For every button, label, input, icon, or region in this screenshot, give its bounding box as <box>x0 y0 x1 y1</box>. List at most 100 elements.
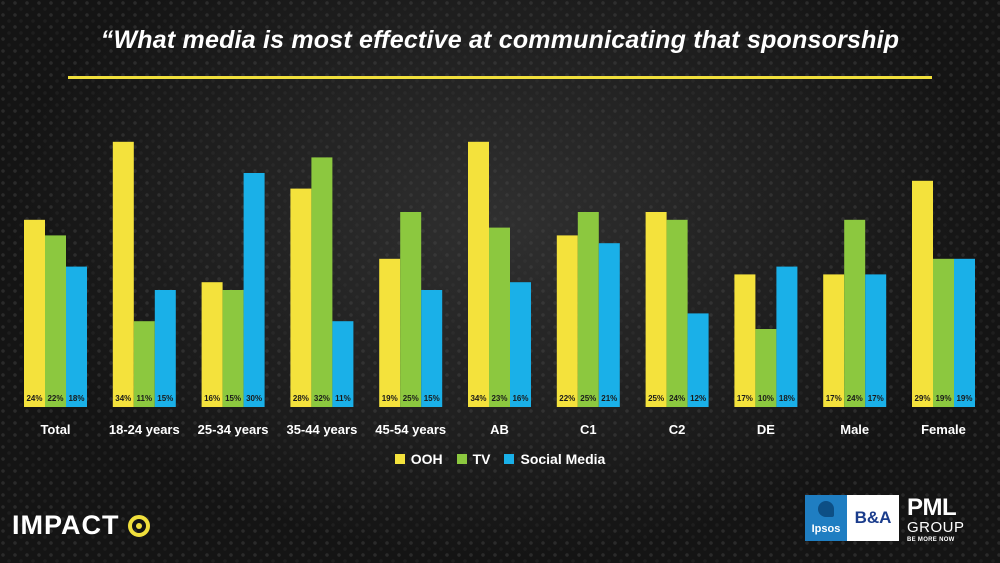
bar-social-media-c2 <box>687 313 709 407</box>
ba-logo: B&A <box>847 495 899 541</box>
data-label-tv-male: 24% <box>847 394 863 403</box>
data-label-ooh-male: 17% <box>826 394 842 403</box>
data-label-tv-c1: 25% <box>580 394 596 403</box>
data-label-social-media-female: 19% <box>956 394 972 403</box>
bar-social-media-ab <box>510 282 531 407</box>
bar-tv-35-44-years <box>311 157 333 407</box>
bar-social-media-female <box>954 258 975 407</box>
data-label-tv-c2: 24% <box>669 394 685 403</box>
data-label-ooh-35-44-years: 28% <box>293 394 309 403</box>
legend-swatch-tv <box>456 454 467 464</box>
data-label-tv-18-24-years: 11% <box>137 394 153 403</box>
category-label-total: Total <box>40 422 70 437</box>
bar-social-media-male <box>865 274 887 407</box>
data-label-ooh-45-54-years: 19% <box>382 394 398 403</box>
ipsos-ba-logo: Ipsos B&A <box>805 495 899 541</box>
legend-label-social-media: Social Media <box>520 451 606 467</box>
data-label-social-media-de: 18% <box>779 394 795 403</box>
category-label-c1: C1 <box>580 422 597 437</box>
data-label-tv-25-34-years: 15% <box>225 394 241 403</box>
bar-tv-18-24-years <box>133 321 155 407</box>
category-label-ab: AB <box>490 422 509 437</box>
title-underline <box>68 76 932 79</box>
chart-legend: OOH TV Social Media <box>0 451 1000 467</box>
impact-target-icon <box>127 514 150 537</box>
data-label-tv-45-54-years: 25% <box>403 394 419 403</box>
partner-logos: Ipsos B&A PML GROUP BE MORE NOW <box>805 495 965 543</box>
bar-ooh-35-44-years <box>290 188 312 407</box>
data-label-tv-total: 22% <box>47 394 63 403</box>
legend-item-tv: TV <box>456 451 491 467</box>
bar-social-media-25-34-years <box>243 173 265 407</box>
bar-ooh-18-24-years <box>112 141 134 408</box>
data-label-social-media-c2: 12% <box>690 394 706 403</box>
chart-title: “What media is most effective at communi… <box>100 26 900 54</box>
bar-tv-45-54-years <box>400 212 422 407</box>
bar-social-media-35-44-years <box>332 321 354 407</box>
legend-item-social-media: Social Media <box>504 451 605 467</box>
data-label-ooh-18-24-years: 34% <box>115 394 131 403</box>
bar-ooh-male <box>823 274 845 407</box>
data-label-ooh-25-34-years: 16% <box>204 394 220 403</box>
legend-item-ooh: OOH <box>394 451 443 467</box>
bar-ooh-de <box>734 274 756 407</box>
data-label-social-media-45-54-years: 15% <box>424 394 440 403</box>
data-label-ooh-ab: 34% <box>470 394 486 403</box>
data-label-social-media-c1: 21% <box>601 394 617 403</box>
data-label-tv-de: 10% <box>758 394 774 403</box>
data-label-social-media-total: 18% <box>68 394 84 403</box>
data-label-tv-ab: 23% <box>491 394 507 403</box>
category-label-35-44-years: 35-44 years <box>286 422 357 437</box>
bar-ooh-45-54-years <box>379 258 401 407</box>
category-label-c2: C2 <box>669 422 686 437</box>
impact-wordmark: IMPACT <box>12 510 120 540</box>
bar-social-media-total <box>66 266 87 407</box>
bar-social-media-c1 <box>598 243 620 407</box>
category-label-de: DE <box>757 422 775 437</box>
data-label-social-media-ab: 16% <box>512 394 528 403</box>
pml-group-wordmark: GROUP <box>907 519 965 536</box>
bar-tv-female <box>933 258 954 407</box>
data-label-ooh-de: 17% <box>737 394 753 403</box>
bar-ooh-ab <box>468 141 489 408</box>
category-label-18-24-years: 18-24 years <box>109 422 180 437</box>
legend-swatch-social-media <box>504 454 515 464</box>
bar-ooh-25-34-years <box>201 282 223 407</box>
ipsos-logo: Ipsos <box>805 495 847 541</box>
bar-social-media-45-54-years <box>421 290 443 407</box>
data-label-tv-35-44-years: 32% <box>314 394 330 403</box>
bar-ooh-c2 <box>645 212 667 407</box>
legend-label-ooh: OOH <box>410 451 443 467</box>
bar-tv-c2 <box>666 219 688 407</box>
data-label-ooh-c2: 25% <box>648 394 664 403</box>
bar-tv-c1 <box>577 212 599 407</box>
legend-label-tv: TV <box>472 451 491 467</box>
bar-social-media-18-24-years <box>154 290 176 407</box>
bar-tv-total <box>45 235 66 407</box>
data-label-ooh-total: 24% <box>26 394 42 403</box>
data-label-social-media-25-34-years: 30% <box>246 394 262 403</box>
data-label-social-media-18-24-years: 15% <box>157 394 173 403</box>
data-label-ooh-c1: 22% <box>559 394 575 403</box>
data-label-tv-female: 19% <box>935 394 951 403</box>
bar-tv-ab <box>489 227 510 407</box>
pml-tagline: BE MORE NOW <box>907 537 955 543</box>
data-label-ooh-female: 29% <box>914 394 930 403</box>
bar-ooh-total <box>24 219 45 407</box>
bar-tv-male <box>844 219 866 407</box>
pml-group-logo: PML GROUP BE MORE NOW <box>907 494 965 544</box>
bar-tv-de <box>755 329 777 407</box>
impact-logo: IMPACT <box>12 510 150 541</box>
category-label-female: Female <box>921 422 966 437</box>
data-label-social-media-male: 17% <box>868 394 884 403</box>
bar-social-media-de <box>776 266 798 407</box>
data-label-social-media-35-44-years: 11% <box>335 394 351 403</box>
bar-tv-25-34-years <box>222 290 244 407</box>
bar-ooh-c1 <box>556 235 578 407</box>
ba-wordmark: B&A <box>854 508 892 527</box>
bar-ooh-female <box>912 180 933 407</box>
legend-swatch-ooh <box>394 454 405 464</box>
pml-wordmark: PML <box>907 494 957 521</box>
ipsos-wordmark: Ipsos <box>811 523 841 535</box>
